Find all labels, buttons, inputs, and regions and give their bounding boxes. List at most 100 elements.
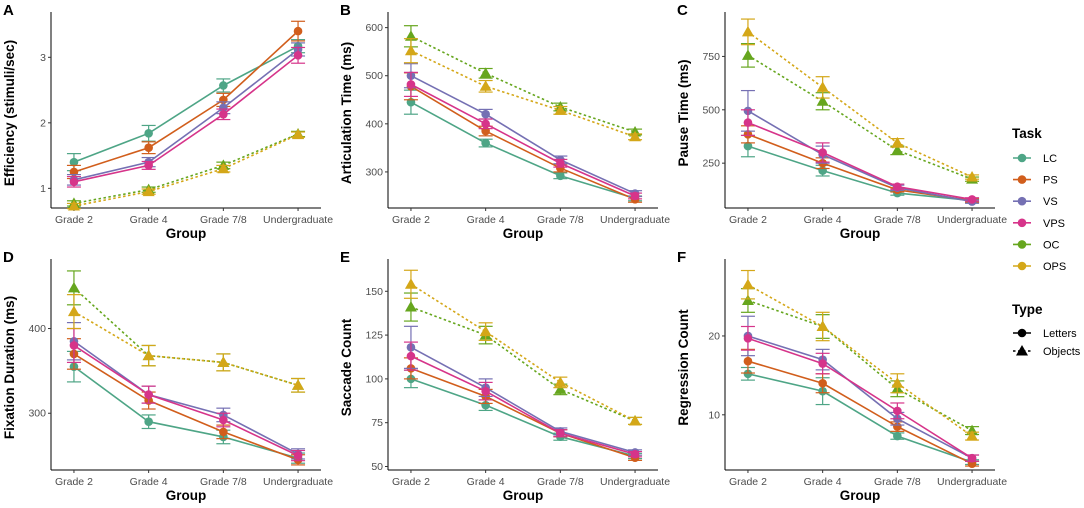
x-tick-label: Grade 2 — [392, 476, 430, 488]
y-tick-label: 50 — [371, 461, 383, 473]
data-point-triangle — [67, 200, 80, 211]
data-point-circle — [69, 177, 79, 187]
data-point-triangle — [554, 104, 567, 115]
legend-item-ps: PS — [1013, 175, 1058, 187]
series-line — [73, 45, 299, 163]
data-point-circle — [219, 103, 228, 113]
legend-item-letters: Letters — [1013, 328, 1077, 340]
x-axis-title: Group — [503, 226, 544, 241]
legend-label: Letters — [1043, 328, 1077, 340]
series-line — [747, 133, 973, 202]
series-line — [747, 54, 973, 180]
series-line — [410, 355, 636, 456]
data-point-circle — [818, 378, 827, 388]
series-line — [73, 30, 299, 173]
y-tick-label: 75 — [371, 417, 383, 429]
series-lc — [66, 39, 306, 172]
series-oc — [66, 270, 306, 393]
x-tick-label: Grade 4 — [804, 214, 842, 226]
data-point-circle — [406, 80, 416, 89]
x-tick-label: Undergraduate — [600, 214, 670, 226]
legend-item-objects: Objects — [1013, 345, 1081, 358]
series-line — [747, 110, 973, 203]
data-point-triangle — [479, 80, 492, 91]
x-tick-label: Grade 2 — [55, 476, 93, 488]
series-vs — [66, 322, 306, 460]
series-ops — [403, 269, 643, 426]
series-ops — [740, 18, 980, 182]
data-point-circle — [219, 81, 228, 90]
legend-item-lc: LC — [1013, 153, 1057, 165]
data-point-circle — [818, 359, 827, 368]
data-point-circle — [967, 195, 977, 204]
series-line — [747, 299, 973, 432]
legend-task-title: Task — [1012, 126, 1042, 141]
series-line — [73, 48, 299, 181]
x-axis-title: Group — [503, 488, 544, 503]
series-vps — [403, 341, 643, 459]
data-point-triangle — [404, 301, 417, 312]
data-point-circle — [893, 182, 902, 191]
data-point-circle — [743, 118, 753, 127]
data-point-triangle — [966, 171, 979, 182]
y-tick-label: 2 — [40, 117, 46, 129]
data-point-triangle — [142, 185, 155, 197]
data-point-triangle — [404, 44, 417, 56]
series-line — [747, 284, 973, 437]
series-line — [410, 35, 636, 133]
y-tick-label: 600 — [365, 22, 383, 34]
series-line — [410, 346, 636, 454]
y-tick-label: 150 — [365, 286, 383, 298]
data-point-triangle — [292, 379, 305, 390]
series-line — [73, 310, 299, 387]
series-line — [410, 83, 636, 197]
series-line — [73, 340, 299, 455]
series-line — [73, 366, 299, 459]
data-point-circle — [743, 356, 753, 366]
x-axis-title: Group — [166, 226, 207, 241]
panel-d: D 300 400 Grade 2 Grade 4 Grade 7/8 Undergradu… — [2, 249, 333, 503]
legend-label: VS — [1043, 196, 1058, 208]
x-axis-title: Group — [840, 488, 881, 503]
series-line — [747, 335, 973, 459]
series-line — [747, 121, 973, 201]
y-tick-label: 750 — [702, 51, 720, 63]
panel-letter-b: B — [340, 2, 351, 19]
y-axis-title: Efficiency (stimuli/sec) — [2, 40, 17, 186]
data-point-circle — [481, 138, 490, 148]
y-tick-label: 125 — [365, 330, 383, 342]
legend-label: LC — [1043, 153, 1057, 165]
panel-letter-a: A — [3, 2, 14, 19]
y-tick-label: 300 — [28, 408, 46, 420]
x-tick-label: Grade 7/8 — [874, 214, 921, 226]
y-tick-label: 1 — [40, 183, 46, 195]
legend-type-title: Type — [1012, 302, 1043, 317]
series-line — [747, 360, 973, 465]
data-point-circle — [481, 119, 490, 129]
data-point-triangle — [966, 430, 979, 441]
y-tick-label: 100 — [365, 373, 383, 385]
data-point-circle — [69, 341, 79, 350]
data-point-triangle — [217, 356, 230, 367]
data-point-triangle — [891, 144, 904, 155]
series-ops — [740, 269, 980, 441]
y-tick-label: 3 — [40, 52, 46, 64]
data-point-circle — [144, 129, 153, 138]
data-point-triangle — [142, 349, 155, 361]
series-vps — [66, 46, 306, 188]
legend-label: VPS — [1043, 218, 1065, 230]
x-tick-label: Grade 2 — [729, 476, 767, 488]
data-point-circle — [69, 157, 79, 167]
series-line — [410, 306, 636, 422]
series-line — [73, 353, 299, 461]
panel-f: F 10 20 Grade 2 Grade 4 Grade 7/8 Undergraduat… — [676, 249, 1007, 503]
panel-c: C 250 500 750 Grade 2 Grade 4 Grade 7/8 Undergr… — [676, 2, 1007, 241]
series-ps — [66, 338, 306, 466]
legend-label: Objects — [1043, 346, 1081, 358]
series-vs — [66, 42, 306, 186]
data-point-triangle — [554, 383, 567, 394]
data-point-triangle — [292, 128, 305, 140]
x-tick-label: Grade 2 — [392, 214, 430, 226]
data-point-circle — [481, 109, 490, 119]
series-line — [410, 101, 636, 200]
